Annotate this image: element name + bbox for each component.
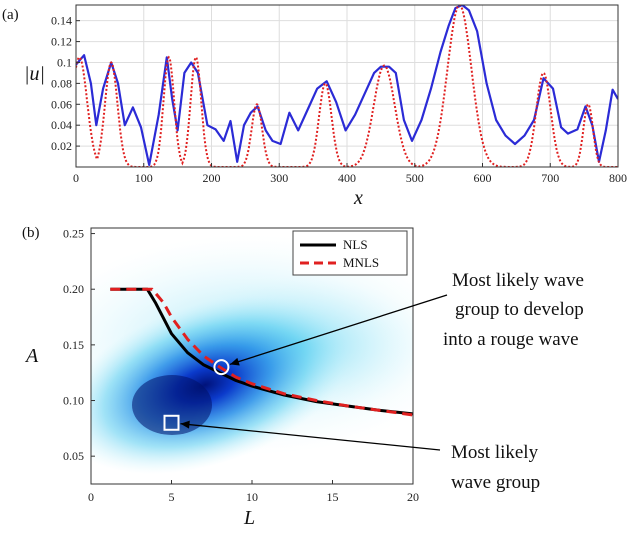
panel-a-y-tick-label: 0.1	[57, 55, 72, 69]
panel-b-x-tick-label: 0	[88, 490, 94, 504]
panel-b-y-tick-label: 0.15	[63, 338, 84, 352]
panel-a-y-tick-label: 0.06	[51, 97, 72, 111]
annotation-rogue-line-2: group to develop	[455, 299, 584, 320]
panel-a-y-tick-label: 0.08	[51, 76, 72, 90]
panel-a-x-ticks: 0 100 200 300 400 500 600 700 800	[73, 163, 627, 185]
panel-a-series-solid	[76, 5, 618, 166]
annotation-rogue-line-1: Most likely wave	[452, 270, 584, 291]
panel-b-label: (b)	[22, 225, 40, 241]
panel-b-y-ticks: 0.05 0.10 0.15 0.20 0.25	[63, 227, 95, 463]
panel-b-y-tick-label: 0.25	[63, 227, 84, 241]
panel-b-y-tick-label: 0.05	[63, 449, 84, 463]
legend-mnls-label: MNLS	[343, 255, 379, 270]
panel-a-label: (a)	[2, 7, 19, 23]
panel-a-y-ticks: 0.02 0.04 0.06 0.08 0.1 0.12 0.14	[51, 14, 80, 153]
panel-b-xlabel: L	[243, 507, 255, 529]
panel-b-x-ticks: 0 5 10 15 20	[88, 480, 419, 504]
annotation-likely-line-2: wave group	[451, 472, 540, 493]
panel-b-ylabel: A	[24, 345, 39, 367]
panel-b-x-tick-label: 5	[169, 490, 175, 504]
panel-a-y-tick-label: 0.12	[51, 35, 72, 49]
panel-b-y-tick-label: 0.20	[63, 282, 84, 296]
annotation-arrow-head	[229, 357, 240, 366]
annotation-rogue-line-3: into a rouge wave	[443, 329, 579, 350]
legend-nls-label: NLS	[343, 237, 368, 252]
panel-a-x-tick-label: 700	[541, 171, 559, 185]
panel-a-y-tick-label: 0.04	[51, 118, 72, 132]
panel-a-grid	[75, 5, 619, 167]
legend-box	[292, 230, 408, 276]
density-heatmap	[91, 235, 413, 475]
panel-b-y-tick-label: 0.10	[63, 394, 84, 408]
panel-a-y-tick-label: 0.14	[51, 14, 72, 28]
panel-a-series-dotted	[76, 5, 618, 167]
panel-b: (b) 0 5 10 15 20 0.05 0.10 0.15 0.20 0.25 A L NL…	[22, 225, 584, 529]
panel-b-x-tick-label: 15	[327, 490, 339, 504]
panel-a-x-tick-label: 300	[270, 171, 288, 185]
annotation-arrows	[180, 294, 448, 451]
marker-square	[163, 414, 180, 431]
annotation-arrow-line	[229, 294, 448, 366]
panel-a-x-tick-label: 800	[609, 171, 627, 185]
annotation-likely: Most likely wave group	[451, 442, 540, 493]
panel-a-xlabel: x	[353, 187, 363, 209]
panel-a-y-tick-label: 0.02	[51, 139, 72, 153]
panel-b-plot-area	[110, 287, 413, 417]
annotation-arrow-head	[180, 420, 190, 429]
annotation-rogue: Most likely wave group to develop into a…	[443, 270, 584, 350]
panel-b-markers	[163, 359, 230, 431]
panel-a: (a) 0 100 200 300 400 500 600 700 800 0.020.040.…	[2, 4, 627, 209]
panel-a-plot-area	[76, 5, 618, 167]
panel-b-x-tick-label: 20	[407, 490, 419, 504]
panel-a-x-tick-label: 600	[474, 171, 492, 185]
panel-a-x-tick-label: 0	[73, 171, 79, 185]
panel-a-x-tick-label: 100	[135, 171, 153, 185]
marker-circle	[213, 359, 230, 376]
panel-a-x-tick-label: 400	[338, 171, 356, 185]
legend: NLS MNLS	[292, 230, 408, 276]
panel-a-ylabel: |u|	[24, 63, 45, 85]
panel-b-x-tick-label: 10	[246, 490, 258, 504]
panel-a-x-tick-label: 200	[203, 171, 221, 185]
panel-b-series-mnls	[110, 287, 413, 417]
annotation-likely-line-1: Most likely	[451, 442, 539, 463]
annotation-arrow-line	[180, 423, 441, 451]
panel-a-x-tick-label: 500	[406, 171, 424, 185]
